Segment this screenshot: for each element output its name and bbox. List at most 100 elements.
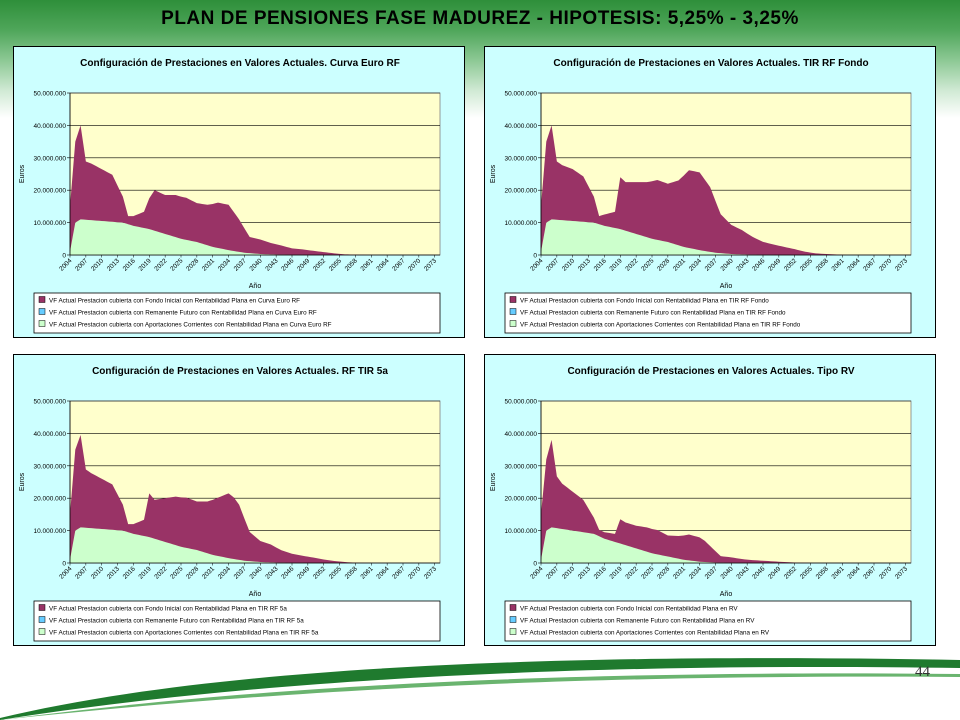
chart-svg: Configuración de Prestaciones en Valores… bbox=[19, 366, 441, 642]
x-tick-label: 2019 bbox=[138, 257, 153, 272]
x-tick-label: 2037 bbox=[233, 565, 248, 580]
x-tick-label: 2025 bbox=[640, 257, 655, 272]
y-tick-label: 0 bbox=[62, 253, 66, 260]
area-series-3 bbox=[70, 527, 440, 563]
legend-box bbox=[504, 292, 912, 334]
area-series-1 bbox=[541, 125, 911, 256]
x-tick-label: 2013 bbox=[577, 257, 592, 272]
x-tick-label: 2046 bbox=[280, 565, 295, 580]
x-tick-label: 2058 bbox=[344, 565, 359, 580]
x-tick-label: 2004 bbox=[58, 565, 73, 580]
x-tick-label: 2016 bbox=[122, 257, 137, 272]
x-tick-label: 2004 bbox=[529, 565, 544, 580]
x-tick-label: 2046 bbox=[280, 257, 295, 272]
legend-box bbox=[33, 600, 441, 642]
x-tick-label: 2046 bbox=[751, 257, 766, 272]
legend-entry: VF Actual Prestacion cubierta con Aporta… bbox=[520, 630, 770, 637]
legend-entry: VF Actual Prestacion cubierta con Remane… bbox=[520, 618, 755, 625]
y-tick-label: 0 bbox=[533, 253, 537, 260]
y-tick-label: 30.000.000 bbox=[33, 155, 66, 162]
legend-swatch bbox=[38, 320, 46, 327]
x-tick-label: 2043 bbox=[735, 565, 750, 580]
x-tick-label: 2025 bbox=[640, 565, 655, 580]
legend-swatch bbox=[38, 308, 46, 315]
x-tick-label: 2073 bbox=[423, 565, 438, 580]
legend-swatch bbox=[38, 604, 46, 611]
legend-entry: VF Actual Prestacion cubierta con Aporta… bbox=[49, 630, 319, 637]
x-tick-label: 2067 bbox=[391, 257, 406, 272]
x-tick-label: 2034 bbox=[688, 565, 703, 580]
chart-svg: Configuración de Prestaciones en Valores… bbox=[490, 58, 912, 334]
x-tick-label: 2013 bbox=[106, 565, 121, 580]
x-tick-label: 2031 bbox=[672, 257, 687, 272]
y-tick-label: 50.000.000 bbox=[504, 91, 537, 98]
legend-entry: VF Actual Prestacion cubierta con Fondo … bbox=[520, 606, 738, 613]
x-tick-label: 2031 bbox=[672, 565, 687, 580]
x-tick-label: 2004 bbox=[529, 257, 544, 272]
area-series-3 bbox=[541, 219, 911, 255]
x-tick-label: 2070 bbox=[878, 565, 893, 580]
x-tick-label: 2052 bbox=[783, 565, 798, 580]
x-tick-label: 2028 bbox=[185, 257, 200, 272]
legend-entry: VF Actual Prestacion cubierta con Aporta… bbox=[520, 322, 801, 329]
y-axis-label: Euros bbox=[490, 164, 497, 183]
x-tick-label: 2055 bbox=[328, 257, 343, 272]
y-tick-label: 50.000.000 bbox=[33, 399, 66, 406]
x-tick-label: 2028 bbox=[656, 257, 671, 272]
y-axis-label: Euros bbox=[19, 164, 26, 183]
x-tick-label: 2049 bbox=[767, 565, 782, 580]
area-series-3 bbox=[70, 219, 440, 255]
chart-title: Configuración de Prestaciones en Valores… bbox=[567, 366, 854, 377]
y-tick-label: 40.000.000 bbox=[33, 431, 66, 438]
x-tick-label: 2010 bbox=[561, 257, 576, 272]
y-tick-label: 10.000.000 bbox=[33, 528, 66, 535]
legend-entry: VF Actual Prestacion cubierta con Fondo … bbox=[520, 298, 769, 305]
y-tick-label: 10.000.000 bbox=[504, 220, 537, 227]
footer-swoosh bbox=[0, 658, 960, 720]
y-tick-label: 20.000.000 bbox=[33, 496, 66, 503]
y-tick-label: 30.000.000 bbox=[504, 463, 537, 470]
chart-panel-tir-rf-fondo: Configuración de Prestaciones en Valores… bbox=[484, 46, 936, 338]
x-tick-label: 2007 bbox=[545, 565, 560, 580]
x-tick-label: 2040 bbox=[720, 565, 735, 580]
x-tick-label: 2049 bbox=[296, 257, 311, 272]
y-tick-label: 30.000.000 bbox=[33, 463, 66, 470]
legend-swatch bbox=[38, 296, 46, 303]
x-tick-label: 2058 bbox=[815, 565, 830, 580]
x-tick-label: 2034 bbox=[217, 257, 232, 272]
legend-entry: VF Actual Prestacion cubierta con Fondo … bbox=[49, 298, 300, 305]
legend-entry: VF Actual Prestacion cubierta con Remane… bbox=[49, 310, 317, 317]
y-tick-label: 10.000.000 bbox=[33, 220, 66, 227]
chart-svg: Configuración de Prestaciones en Valores… bbox=[490, 366, 912, 642]
legend-swatch bbox=[509, 296, 517, 303]
x-tick-label: 2025 bbox=[169, 257, 184, 272]
x-tick-label: 2022 bbox=[624, 565, 639, 580]
chart-title: Configuración de Prestaciones en Valores… bbox=[80, 58, 400, 69]
x-axis-label: Año bbox=[720, 591, 733, 598]
x-tick-label: 2013 bbox=[577, 565, 592, 580]
x-tick-label: 2028 bbox=[185, 565, 200, 580]
x-tick-label: 2031 bbox=[201, 565, 216, 580]
x-tick-label: 2025 bbox=[169, 565, 184, 580]
x-tick-label: 2016 bbox=[593, 565, 608, 580]
area-series-3 bbox=[541, 527, 911, 563]
x-tick-label: 2034 bbox=[688, 257, 703, 272]
x-tick-label: 2061 bbox=[831, 257, 846, 272]
x-tick-label: 2016 bbox=[593, 257, 608, 272]
x-tick-label: 2049 bbox=[767, 257, 782, 272]
y-tick-label: 0 bbox=[62, 561, 66, 568]
x-tick-label: 2040 bbox=[249, 565, 264, 580]
x-tick-label: 2013 bbox=[106, 257, 121, 272]
x-tick-label: 2010 bbox=[561, 565, 576, 580]
x-tick-label: 2040 bbox=[249, 257, 264, 272]
page-number: 44 bbox=[915, 664, 930, 680]
x-tick-label: 2067 bbox=[862, 565, 877, 580]
x-axis-label: Año bbox=[249, 283, 262, 290]
x-tick-label: 2067 bbox=[391, 565, 406, 580]
x-tick-label: 2040 bbox=[720, 257, 735, 272]
x-tick-label: 2073 bbox=[894, 565, 909, 580]
chart-title: Configuración de Prestaciones en Valores… bbox=[553, 58, 868, 69]
y-tick-label: 0 bbox=[533, 561, 537, 568]
y-tick-label: 30.000.000 bbox=[504, 155, 537, 162]
x-tick-label: 2037 bbox=[704, 257, 719, 272]
